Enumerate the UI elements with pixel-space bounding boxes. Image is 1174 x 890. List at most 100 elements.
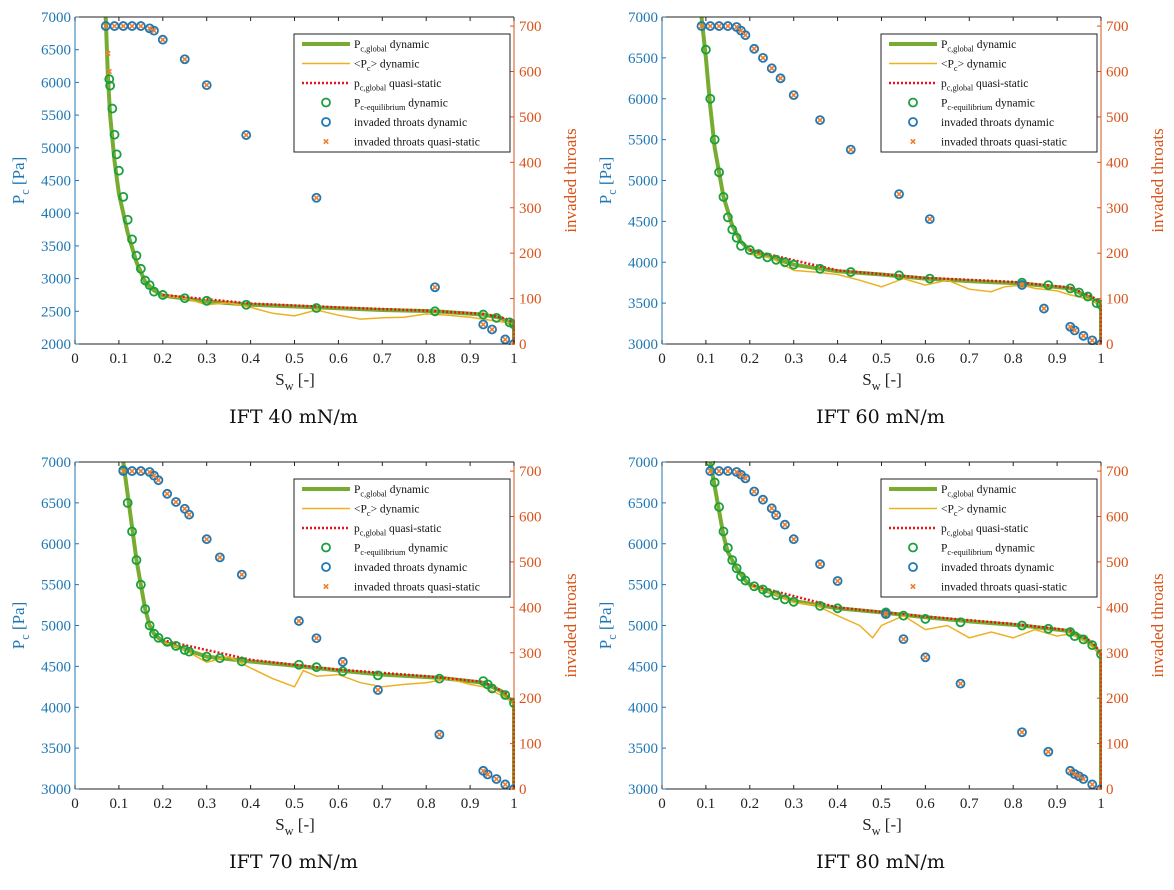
invaded-dynamic-point bbox=[214, 552, 225, 563]
invaded-dynamic-point bbox=[241, 130, 252, 140]
equilibrium-point bbox=[337, 666, 348, 677]
invaded-dynamic-point bbox=[1039, 303, 1049, 314]
x-tick-label: 0.5 bbox=[285, 796, 304, 812]
y2-tick-label: 300 bbox=[519, 646, 542, 662]
x-tick-label: 0.3 bbox=[197, 796, 216, 812]
invaded-quasi-point bbox=[751, 46, 757, 52]
invaded-dynamic-point bbox=[788, 90, 799, 101]
invaded-quasi-point bbox=[164, 491, 170, 497]
invaded-dynamic-point bbox=[171, 497, 181, 507]
equilibrium-point bbox=[105, 80, 116, 91]
equilibrium-point bbox=[731, 232, 742, 243]
y2-tick-label: 0 bbox=[1106, 337, 1114, 353]
y-tick-label: 3500 bbox=[41, 741, 71, 757]
invaded-dynamic-point bbox=[487, 324, 497, 335]
invaded-dynamic-point bbox=[162, 488, 173, 499]
y-tick-label: 6500 bbox=[628, 51, 658, 67]
legend-box bbox=[880, 33, 1098, 153]
equilibrium-point bbox=[727, 224, 738, 235]
invaded-quasi-point bbox=[484, 771, 491, 778]
invaded-dynamic-point bbox=[1043, 746, 1054, 757]
x-tick-label: 0.6 bbox=[916, 351, 935, 367]
equilibrium-point bbox=[736, 240, 746, 251]
invaded-quasi-point bbox=[698, 23, 705, 29]
invaded-quasi-point bbox=[480, 768, 487, 774]
invaded-dynamic-point bbox=[482, 769, 493, 780]
invaded-dynamic-point bbox=[236, 569, 247, 580]
invaded-quasi-point bbox=[716, 23, 722, 29]
invaded-dynamic-point bbox=[430, 282, 440, 293]
invaded-dynamic-point bbox=[1078, 330, 1089, 341]
x-tick-label: 0.9 bbox=[461, 796, 480, 812]
legend-swatch-invaded-quasi bbox=[910, 138, 916, 145]
equilibrium-point bbox=[845, 267, 856, 277]
y2-tick-label: 100 bbox=[519, 292, 542, 308]
invaded-dynamic-point bbox=[373, 685, 383, 695]
invaded-quasi-point bbox=[1080, 776, 1087, 782]
y-tick-label: 5500 bbox=[41, 578, 71, 594]
invaded-quasi-point bbox=[738, 27, 744, 34]
invaded-quasi-point bbox=[725, 468, 731, 474]
y2-tick-label: 500 bbox=[519, 110, 542, 126]
chart-caption: IFT 80 mN/m bbox=[816, 851, 945, 873]
invaded-dynamic-point bbox=[788, 534, 799, 545]
invaded-quasi-point bbox=[768, 505, 775, 512]
equilibrium-point bbox=[731, 563, 742, 574]
invaded-dynamic-point bbox=[845, 144, 856, 155]
y-tick-label: 3500 bbox=[628, 741, 658, 757]
series-mean-pc-dynamic bbox=[162, 641, 515, 704]
series-pc-global-quasi-static bbox=[749, 248, 1102, 344]
series-group bbox=[705, 461, 1102, 790]
chart-svg: 0 0.1 0.2 0.3 0.4 0.5 0.6 0.7 0.8 0.9 130003500400… bbox=[596, 455, 1167, 838]
equilibrium-point bbox=[135, 263, 146, 274]
x-tick-label: 1 bbox=[510, 796, 518, 812]
invaded-quasi-point bbox=[725, 23, 731, 29]
legend: Pc,global dynamic <Pc> dynamic pc,global q… bbox=[880, 33, 1098, 153]
y2-tick-label: 600 bbox=[519, 65, 542, 81]
invaded-dynamic-point bbox=[766, 63, 777, 74]
invaded-dynamic-point bbox=[758, 52, 768, 63]
legend-label: pc,global quasi-static bbox=[354, 523, 441, 537]
invaded-quasi-point bbox=[716, 468, 722, 474]
invaded-dynamic-point bbox=[1069, 325, 1080, 336]
legend: Pc,global dynamic <Pc> dynamic pc,global q… bbox=[293, 478, 511, 598]
equilibrium-point bbox=[1017, 620, 1027, 631]
invaded-quasi-point bbox=[480, 321, 487, 328]
equilibrium-point bbox=[762, 252, 773, 263]
invaded-quasi-point bbox=[155, 477, 162, 483]
y-tick-label: 7000 bbox=[628, 10, 658, 26]
x-tick-label: 0.4 bbox=[828, 796, 847, 812]
invaded-dynamic-point bbox=[434, 729, 445, 740]
invaded-dynamic-point bbox=[775, 73, 786, 84]
invaded-quasi-point bbox=[146, 25, 153, 32]
equilibrium-point bbox=[241, 299, 252, 310]
chart-caption: IFT 40 mN/m bbox=[229, 406, 358, 428]
equilibrium-point bbox=[701, 44, 711, 55]
invaded-quasi-point bbox=[777, 75, 784, 82]
equilibrium-point bbox=[762, 587, 773, 598]
x-tick-label: 0.5 bbox=[872, 796, 891, 812]
x-tick-label: 0.4 bbox=[241, 351, 260, 367]
series-group bbox=[100, 16, 515, 345]
invaded-quasi-point bbox=[120, 468, 127, 474]
legend-label: <Pc> dynamic bbox=[941, 59, 1007, 73]
y2-tick-label: 700 bbox=[1106, 19, 1129, 35]
equilibrium-point bbox=[1043, 280, 1054, 291]
y2-tick-label: 300 bbox=[519, 201, 542, 217]
legend-label: invaded throats quasi-static bbox=[941, 137, 1067, 149]
invaded-quasi-point bbox=[129, 468, 135, 474]
legend-swatch-invaded-dynamic bbox=[321, 562, 331, 572]
x-tick-label: 0.9 bbox=[1048, 796, 1067, 812]
x-tick-label: 0.9 bbox=[461, 351, 480, 367]
invaded-quasi-point bbox=[707, 23, 714, 29]
legend-label: Pc,global dynamic bbox=[354, 39, 429, 53]
x-tick-label: 0.5 bbox=[872, 351, 891, 367]
invaded-dynamic-point bbox=[149, 25, 159, 36]
y-tick-label: 2000 bbox=[41, 337, 71, 353]
equilibrium-point bbox=[179, 293, 190, 304]
x-tick-label: 0 bbox=[71, 351, 79, 367]
invaded-quasi-point bbox=[922, 654, 929, 661]
invaded-quasi-point bbox=[1089, 337, 1095, 344]
invaded-dynamic-point bbox=[880, 609, 891, 620]
invaded-quasi-point bbox=[896, 191, 902, 197]
